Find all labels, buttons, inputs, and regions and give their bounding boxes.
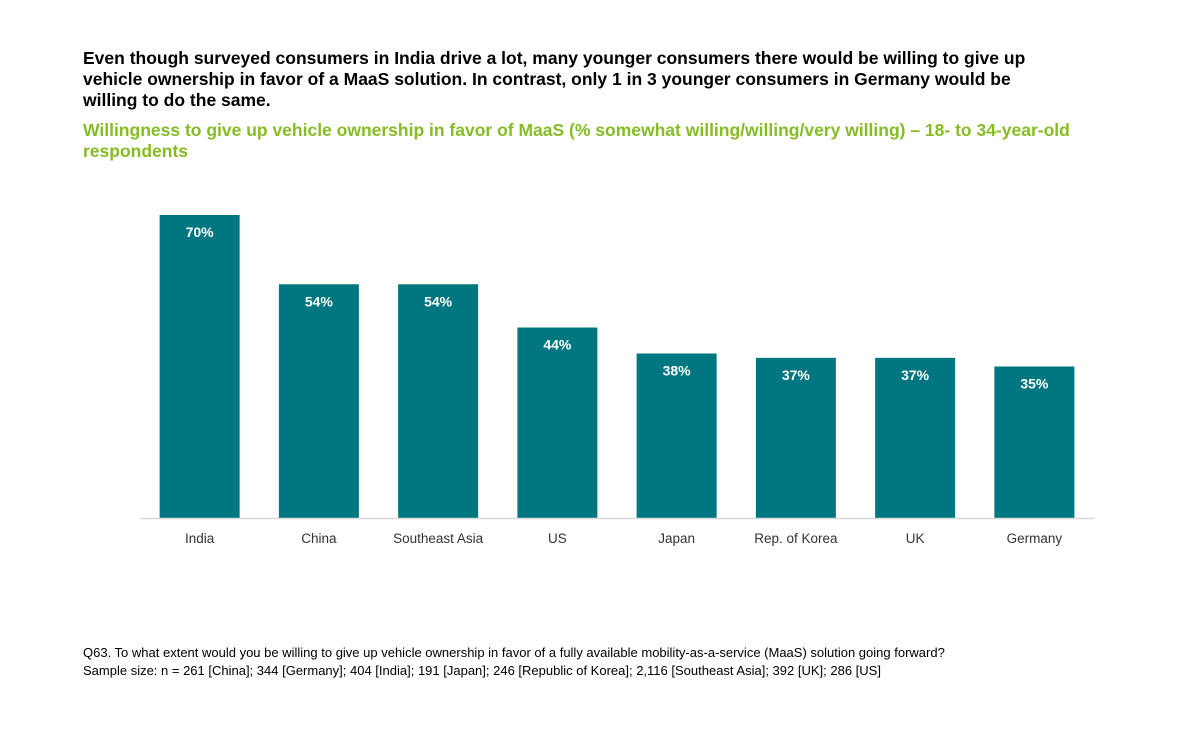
footnote-sample-size: Sample size: n = 261 [China]; 344 [Germa… <box>83 663 881 678</box>
bar-value-label: 35% <box>1020 376 1049 392</box>
category-tick-label: Japan <box>658 531 695 546</box>
bar-value-label: 38% <box>663 363 692 379</box>
bar-chart: 70% India 54% China 54% Southeast Asia 44% US 38… <box>140 215 1094 546</box>
bar <box>398 284 479 518</box>
category-tick-label: UK <box>906 531 925 546</box>
category-tick-label: Germany <box>1007 531 1063 546</box>
bar <box>278 284 359 518</box>
chart-subtitle: Willingness to give up vehicle ownership… <box>83 120 1070 161</box>
category-tick-label: China <box>301 531 337 546</box>
category-tick-label: India <box>185 531 215 546</box>
bar <box>994 366 1075 518</box>
bar-value-label: 44% <box>543 337 572 353</box>
category-tick-label: Southeast Asia <box>393 531 484 546</box>
bar-value-label: 37% <box>782 367 811 383</box>
bar-value-label: 70% <box>186 224 215 240</box>
bar-value-label: 37% <box>901 367 930 383</box>
bar-value-label: 54% <box>424 293 453 309</box>
category-tick-label: US <box>548 531 567 546</box>
bar <box>755 357 836 518</box>
bar-value-label: 54% <box>305 293 334 309</box>
footnote: Q63. To what extent would you be willing… <box>83 644 1163 680</box>
category-tick-label: Rep. of Korea <box>754 531 838 546</box>
footnote-question: Q63. To what extent would you be willing… <box>83 645 945 660</box>
bar <box>875 357 956 518</box>
bar <box>159 215 240 518</box>
bar <box>517 327 598 518</box>
bar <box>636 353 717 518</box>
chart-headline: Even though surveyed consumers in India … <box>83 48 1026 110</box>
